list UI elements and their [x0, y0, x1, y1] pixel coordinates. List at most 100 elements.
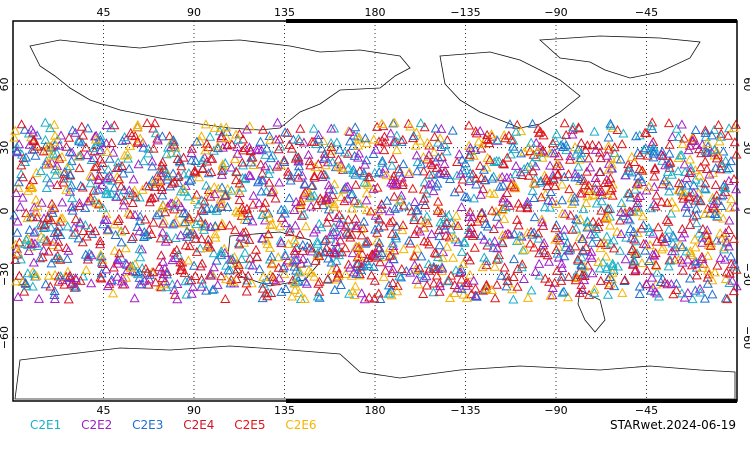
observation-triangle: [200, 145, 211, 155]
observation-triangle: [720, 233, 732, 243]
observation-triangle: [502, 152, 513, 162]
observation-triangle: [230, 224, 241, 235]
observation-triangle: [547, 138, 558, 148]
observation-triangle: [711, 235, 722, 245]
observation-triangle: [170, 232, 181, 242]
observation-triangle: [711, 190, 722, 200]
observation-triangle: [681, 180, 692, 190]
observation-triangle: [673, 177, 684, 188]
observation-triangle: [270, 193, 281, 203]
observation-triangle: [241, 203, 253, 213]
observation-triangle: [30, 150, 41, 160]
observation-triangle: [659, 175, 670, 185]
observation-triangle: [155, 233, 166, 243]
observation-triangle: [409, 196, 420, 207]
observation-triangle: [632, 179, 643, 190]
observation-triangle: [306, 136, 317, 146]
observation-triangle: [439, 139, 450, 149]
observation-triangle: [728, 173, 740, 184]
observation-triangle: [363, 179, 374, 189]
observation-triangle: [124, 140, 136, 150]
observation-triangle: [476, 207, 487, 218]
observation-triangle: [284, 193, 295, 203]
observation-triangle: [279, 269, 290, 279]
observation-triangle: [22, 268, 33, 278]
observation-triangle: [523, 170, 534, 180]
observation-triangle: [510, 183, 521, 193]
observation-triangle: [552, 232, 563, 242]
observation-triangle: [665, 255, 676, 265]
observation-triangle: [581, 242, 592, 252]
observation-triangle: [391, 179, 402, 189]
observation-triangle: [284, 227, 295, 237]
observation-triangle: [549, 148, 560, 158]
observation-triangle: [273, 262, 284, 272]
observation-triangle: [644, 145, 655, 155]
observation-triangle: [691, 218, 702, 228]
observation-triangle: [374, 249, 385, 259]
observation-triangle: [188, 228, 199, 238]
observation-triangle: [702, 250, 713, 260]
observation-triangle: [190, 233, 201, 243]
observation-triangle: [587, 268, 598, 278]
observation-triangle: [116, 237, 127, 247]
observation-triangle: [74, 201, 85, 211]
observation-triangle: [467, 169, 478, 179]
observation-triangle: [707, 289, 718, 299]
observation-triangle: [248, 159, 259, 170]
observation-triangle: [510, 160, 522, 170]
observation-triangle: [709, 124, 720, 134]
observation-triangle: [307, 180, 318, 190]
observation-triangle: [32, 240, 43, 251]
right-lat-label: 60: [741, 77, 750, 91]
observation-triangle: [158, 215, 169, 225]
observation-triangle: [712, 211, 723, 221]
observation-triangle: [387, 277, 398, 287]
observation-triangle: [276, 212, 287, 222]
observation-triangle: [180, 208, 191, 218]
observation-triangle: [397, 177, 408, 187]
observation-triangle: [477, 262, 488, 272]
observation-triangle: [364, 292, 375, 302]
observation-triangle: [512, 263, 523, 273]
observation-triangle: [70, 227, 81, 237]
observation-triangle: [304, 243, 315, 253]
observation-triangle: [409, 259, 420, 270]
observation-triangle: [437, 263, 448, 273]
observation-triangle: [441, 217, 452, 228]
observation-triangle: [55, 229, 66, 240]
observation-triangle: [647, 123, 658, 134]
legend: C2E1 C2E2 C2E3 C2E4 C2E5 C2E6: [30, 418, 333, 432]
observation-triangle: [135, 252, 146, 262]
observation-triangle: [31, 212, 43, 222]
observation-triangle: [577, 270, 588, 280]
observation-triangle: [330, 162, 341, 172]
observation-triangle: [290, 153, 301, 163]
observation-triangle: [540, 173, 552, 183]
observation-triangle: [634, 190, 646, 201]
observation-triangle: [298, 209, 310, 219]
observation-triangle: [166, 147, 177, 158]
observation-triangle: [351, 220, 362, 230]
observation-triangle: [501, 172, 512, 182]
observation-triangle: [414, 226, 425, 236]
observation-triangle: [97, 202, 109, 212]
observation-triangle: [629, 184, 641, 194]
observation-triangle: [161, 149, 172, 159]
observation-triangle: [40, 279, 51, 289]
observation-triangle: [720, 155, 731, 165]
observation-triangle: [85, 193, 96, 203]
observation-triangle: [489, 236, 500, 246]
observation-triangle: [428, 287, 439, 297]
observation-triangle: [221, 122, 232, 132]
observation-triangle: [699, 183, 710, 193]
observation-triangle: [391, 136, 402, 146]
observation-triangle: [197, 278, 208, 288]
observation-triangle: [198, 205, 209, 215]
observation-triangle: [216, 130, 227, 140]
observation-triangle: [114, 174, 125, 184]
observation-triangle: [590, 144, 601, 154]
observation-triangle: [368, 134, 379, 144]
observation-triangle: [53, 276, 64, 286]
observation-triangle: [95, 130, 106, 140]
